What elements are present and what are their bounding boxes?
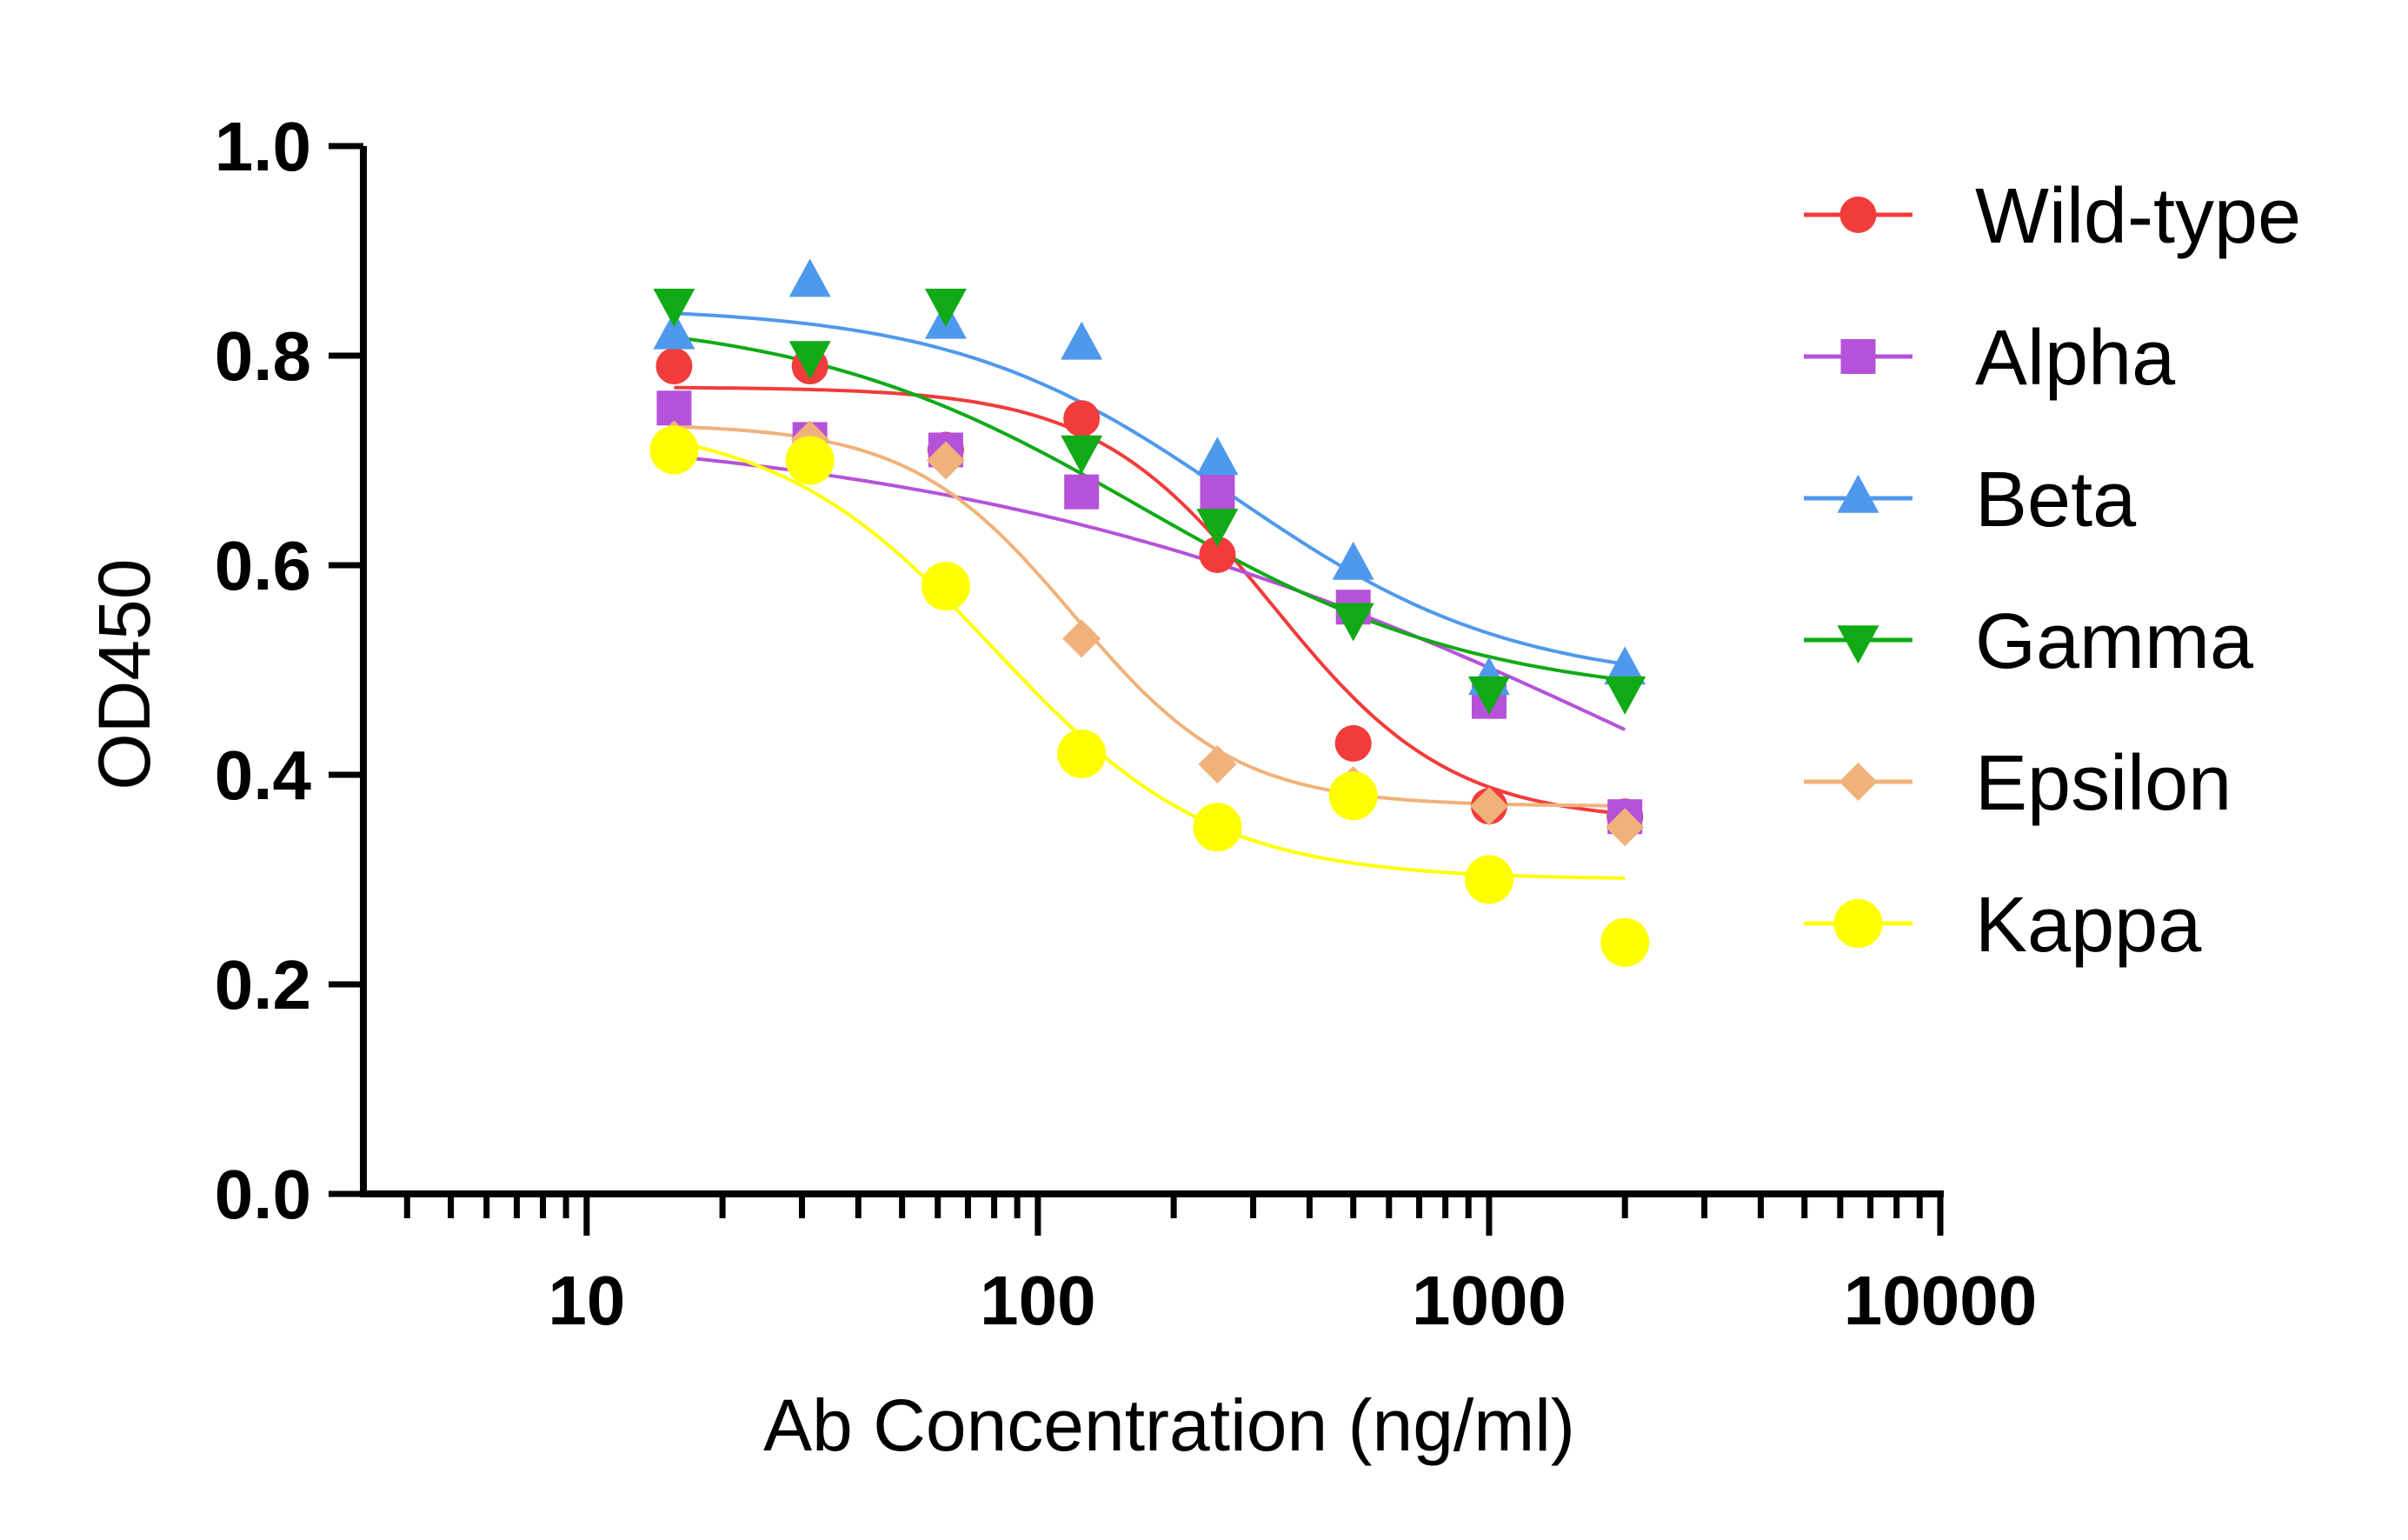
data-point-wild-type [1199, 536, 1236, 573]
data-point-gamma [788, 341, 831, 380]
legend-label: Kappa [1975, 882, 2202, 969]
x-tick-label: 10 [548, 1262, 625, 1339]
data-point-kappa [1057, 729, 1107, 778]
data-point-kappa [921, 562, 970, 611]
legend-item-wild-type: Wild-type [1804, 173, 2301, 260]
legend-item-kappa: Kappa [1804, 882, 2202, 969]
y-axis-title: OD450 [83, 558, 165, 790]
data-point-beta [653, 310, 695, 350]
x-tick-label: 100 [980, 1262, 1095, 1339]
data-point-kappa [649, 425, 699, 475]
fit-curve-wild-type [674, 385, 1626, 816]
data-point-gamma [1061, 435, 1103, 474]
y-tick-label: 0.4 [215, 737, 312, 814]
legend-marker [1837, 474, 1879, 513]
data-point-kappa [1464, 855, 1513, 904]
data-point-alpha [1064, 474, 1100, 510]
legend-item-gamma: Gamma [1804, 598, 2254, 685]
data-point-beta [1061, 321, 1103, 360]
data-point-gamma [924, 289, 967, 328]
data-point-beta [1604, 646, 1646, 685]
x-axis-title: Ab Concentration (ng/ml) [763, 1384, 1575, 1466]
legend-item-beta: Beta [1804, 457, 2137, 543]
y-tick-label: 0.0 [215, 1156, 311, 1233]
data-point-epsilon [1606, 808, 1645, 847]
axes: 0.0 0.2 0.4 0.6 0.8 1.0 10 100 1000 10000 [215, 108, 2037, 1339]
fit-curve-alpha [674, 455, 1626, 731]
data-point-kappa [1328, 771, 1378, 821]
fit-curve-beta [674, 311, 1626, 666]
legend: Wild-type Alpha Beta Gamma Epsilon Kappa [1804, 173, 2301, 969]
data-point-beta [1196, 437, 1239, 476]
legend-marker [1839, 197, 1877, 233]
data-point-epsilon [1469, 787, 1508, 826]
legend-marker [1840, 339, 1876, 374]
data-point-epsilon [1198, 744, 1237, 783]
y-tick-label: 0.8 [215, 317, 311, 395]
data-point-beta [1332, 541, 1374, 580]
data-point-gamma [1196, 509, 1239, 548]
legend-label: Gamma [1975, 598, 2254, 685]
data-point-epsilon [1062, 619, 1101, 658]
fit-curve-epsilon [674, 424, 1626, 808]
data-point-gamma [1467, 676, 1510, 715]
y-tick-label: 0.2 [215, 946, 311, 1023]
y-tick-label: 0.6 [215, 527, 311, 604]
data-point-gamma [1604, 676, 1646, 715]
x-tick-label: 1000 [1412, 1262, 1567, 1339]
data-point-wild-type [1334, 724, 1372, 762]
legend-label: Alpha [1975, 315, 2176, 402]
data-point-wild-type [655, 348, 693, 385]
data-point-kappa [1193, 803, 1242, 852]
fit-curve-gamma [674, 335, 1626, 682]
legend-marker [1833, 899, 1883, 948]
legend-label: Beta [1975, 457, 2137, 543]
y-tick-label: 1.0 [215, 108, 311, 185]
data-point-gamma [653, 289, 695, 328]
data-point-beta [788, 258, 831, 297]
legend-item-alpha: Alpha [1804, 315, 2176, 402]
legend-marker [1837, 625, 1879, 664]
data-points [649, 258, 1650, 967]
legend-item-epsilon: Epsilon [1804, 740, 2232, 827]
legend-label: Epsilon [1975, 740, 2232, 827]
data-point-epsilon [926, 441, 965, 480]
data-point-alpha [1200, 474, 1235, 510]
data-point-alpha [656, 390, 692, 426]
data-point-kappa [1600, 917, 1650, 967]
x-tick-label: 10000 [1844, 1262, 2037, 1339]
data-point-gamma [1332, 603, 1374, 642]
legend-label: Wild-type [1975, 173, 2301, 260]
fit-curves [674, 311, 1626, 880]
data-point-kappa [785, 436, 835, 485]
data-point-wild-type [1063, 400, 1101, 437]
legend-marker [1839, 763, 1878, 801]
